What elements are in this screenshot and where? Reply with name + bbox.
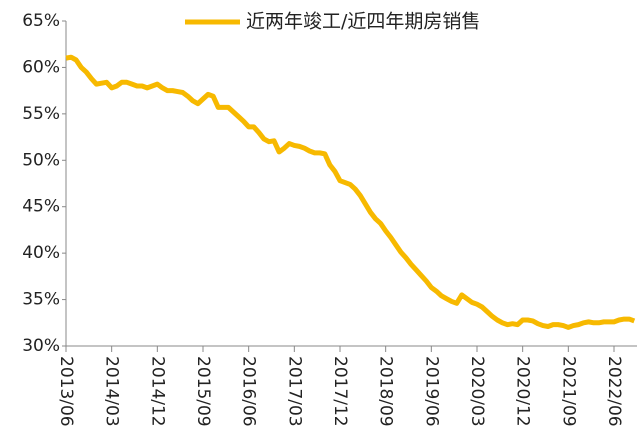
y-tick-label: 60%: [22, 57, 60, 77]
x-tick-label: 2017/03: [284, 356, 304, 427]
x-tick-label: 2022/06: [604, 356, 624, 427]
x-tick-label: 2014/03: [102, 356, 122, 427]
y-tick-label: 35%: [22, 290, 60, 310]
y-tick-label: 65%: [22, 11, 60, 31]
y-tick-label: 40%: [22, 243, 60, 263]
x-tick-label: 2018/09: [376, 356, 396, 427]
y-tick-label: 55%: [22, 104, 60, 124]
x-tick-label: 2020/12: [513, 356, 533, 427]
x-tick-label: 2021/09: [558, 356, 578, 427]
x-tick-label: 2016/06: [239, 356, 259, 427]
y-tick-label: 50%: [22, 150, 60, 170]
x-tick-label: 2013/06: [56, 356, 76, 427]
y-tick-label: 30%: [22, 336, 60, 356]
y-tick-label: 45%: [22, 197, 60, 217]
x-tick-label: 2020/03: [467, 356, 487, 427]
x-tick-label: 2015/09: [193, 356, 213, 427]
x-tick-label: 2017/12: [330, 356, 350, 427]
legend-label: 近两年竣工/近四年期房销售: [246, 11, 480, 33]
x-tick-label: 2014/12: [147, 356, 167, 427]
line-series: [65, 54, 636, 330]
x-tick-label: 2019/06: [421, 356, 441, 427]
